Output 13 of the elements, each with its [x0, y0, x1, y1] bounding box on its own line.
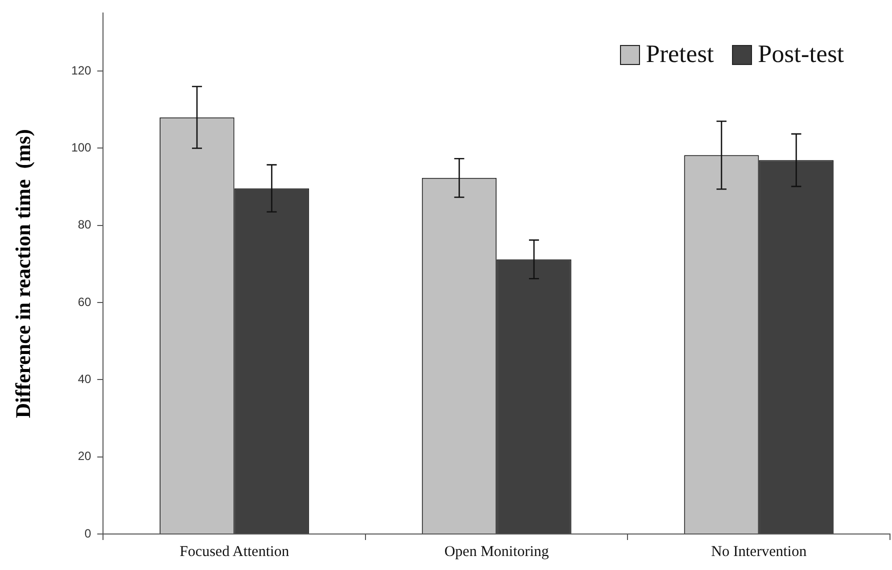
y-tick-label: 60: [78, 294, 92, 309]
legend-label: Pretest: [646, 41, 714, 70]
y-tick-label: 20: [78, 449, 92, 464]
x-tick-label: No Intervention: [711, 544, 808, 560]
x-tick-label: Focused Attention: [180, 544, 290, 560]
x-tick-label: Open Monitoring: [444, 544, 550, 560]
y-tick-label: 40: [78, 372, 92, 386]
y-tick-label: 80: [78, 218, 92, 232]
y-tick-label: 120: [71, 63, 92, 78]
y-tick-label: 100: [71, 140, 92, 155]
y-tick-label: 0: [84, 526, 92, 540]
legend-label: Post-test: [758, 41, 844, 70]
y-axis-title: Difference in reaction time (ms): [11, 129, 36, 418]
